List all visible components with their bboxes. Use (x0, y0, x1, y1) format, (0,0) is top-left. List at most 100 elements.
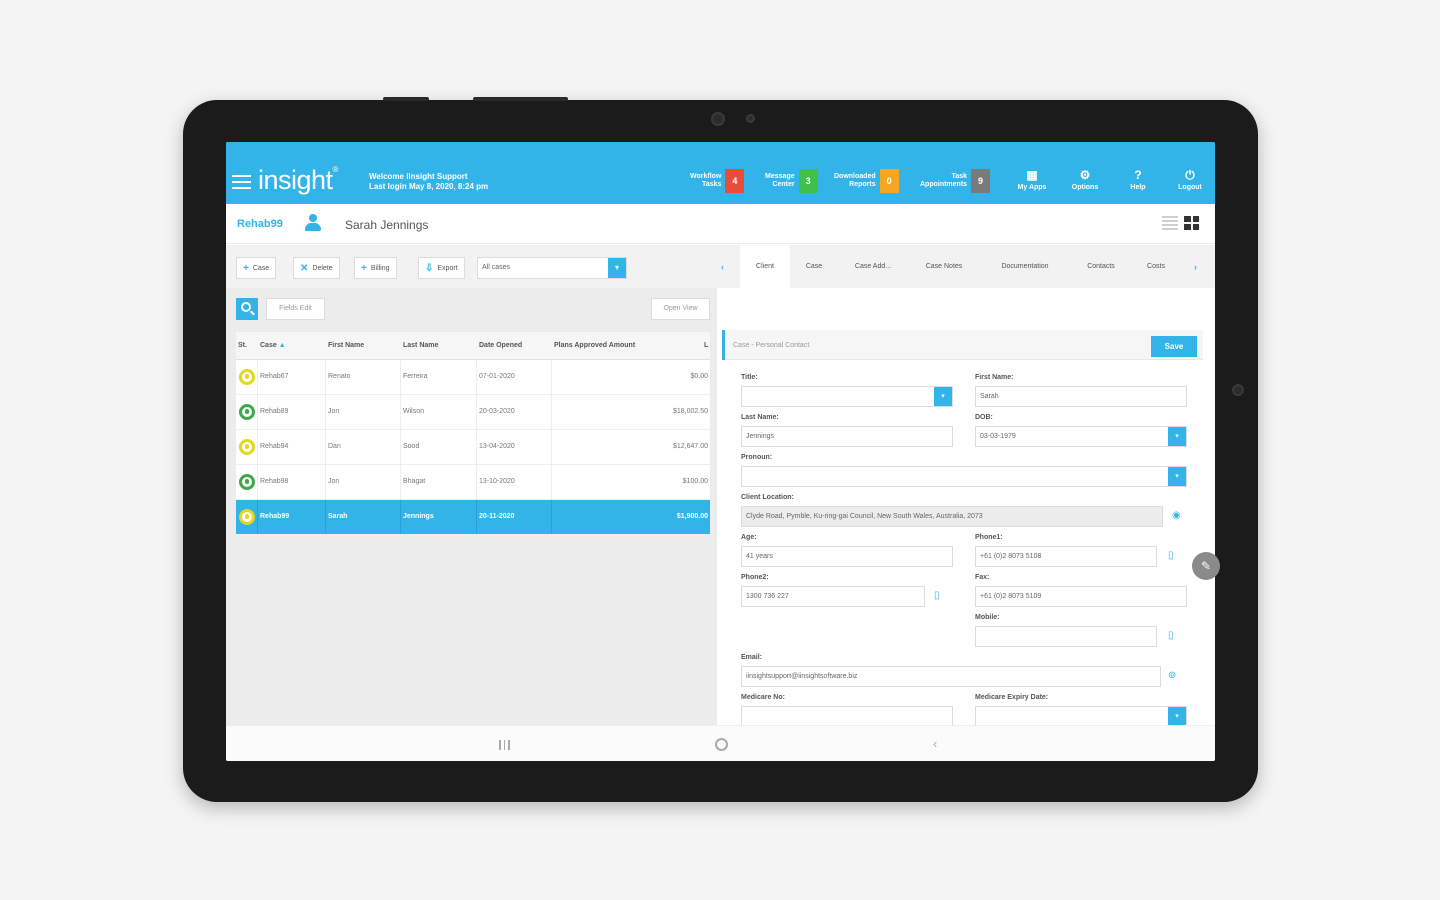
first-name-field[interactable]: Sarah (975, 386, 1187, 407)
fax-field[interactable]: +61 (0)2 8073 5109 (975, 586, 1187, 607)
pronoun-select[interactable]: ▾ (741, 466, 1187, 487)
column-date-opened[interactable]: Date Opened (479, 342, 523, 349)
status-lock-icon (239, 474, 255, 490)
chevron-down-icon: ▾ (1168, 427, 1186, 446)
export-button[interactable]: ⇩ Export (418, 257, 465, 279)
column-status[interactable]: St. (238, 342, 247, 349)
welcome-text: Welcome iInsight Support Last login May … (369, 172, 488, 192)
first-name-label: First Name: (975, 374, 1014, 381)
age-field: 41 years (741, 546, 953, 567)
age-label: Age: (741, 534, 757, 541)
cell-amount: $1,900.00 (676, 513, 708, 520)
save-button[interactable]: Save (1151, 336, 1197, 357)
recents-icon[interactable] (499, 740, 510, 750)
apps-icon: ▦ (1026, 168, 1038, 182)
client-detail-pane: Case - Personal Contact Save Title: ▾ Fi… (722, 288, 1215, 725)
title-select[interactable]: ▾ (741, 386, 953, 407)
pronoun-label: Pronoun: (741, 454, 773, 461)
downloaded-reports-counter[interactable]: Downloaded Reports 0 (834, 169, 899, 193)
medicare-no-field[interactable] (741, 706, 953, 725)
cell-date-opened: 20-03-2020 (479, 408, 515, 415)
counter-label: Message Center (765, 173, 795, 188)
phone-icon[interactable]: ▯ (1168, 630, 1174, 641)
dob-field[interactable]: 03-03-1979 ▾ (975, 426, 1187, 447)
tab-client[interactable]: Client (740, 245, 790, 288)
help-icon: ? (1134, 168, 1142, 182)
options-label: Options (1071, 184, 1099, 191)
email-field[interactable]: iinsightsupport@iinsightsoftware.biz (741, 666, 1161, 687)
cell-last-name: Ferreira (403, 373, 428, 380)
section-title: Case - Personal Contact (733, 342, 810, 349)
list-view-icon[interactable] (1162, 216, 1178, 230)
column-truncated[interactable]: L (704, 342, 709, 349)
button-label: Delete (312, 264, 333, 272)
current-case-id[interactable]: Rehab99 (237, 218, 283, 230)
column-last-name[interactable]: Last Name (403, 342, 439, 349)
cell-first-name: Sarah (328, 513, 348, 520)
fields-edit-button[interactable]: Fields Edit (266, 298, 325, 320)
column-first-name[interactable]: First Name (328, 342, 365, 349)
system-nav-bar: ‹ (226, 725, 1215, 761)
phone-icon[interactable]: ▯ (934, 590, 940, 601)
search-button[interactable] (236, 298, 258, 320)
phone2-field[interactable]: 1300 736 227 (741, 586, 925, 607)
table-row[interactable]: Rehab98 Jon Bhagat 13-10-2020 $100.00 (236, 465, 710, 500)
client-name: Sarah Jennings (345, 218, 429, 232)
button-label: Export (437, 264, 458, 272)
delete-button[interactable]: ✕ Delete (293, 257, 340, 279)
tab-contacts[interactable]: Contacts (1087, 263, 1115, 270)
plus-icon: + (243, 262, 249, 274)
back-icon[interactable]: ‹ (933, 736, 938, 751)
column-case[interactable]: Case ▲ (260, 342, 286, 349)
cell-first-name: Jon (328, 478, 340, 485)
column-plans-approved-amount[interactable]: Plans Approved Amount (554, 342, 636, 349)
cell-first-name: Jon (328, 408, 340, 415)
open-view-button[interactable]: Open View (651, 298, 710, 320)
cell-last-name: Wilson (403, 408, 425, 415)
message-center-counter[interactable]: Message Center 3 (765, 169, 818, 193)
tab-costs[interactable]: Costs (1147, 263, 1165, 270)
tab-prev-arrow-icon[interactable]: ‹ (721, 262, 724, 272)
tab-documentation[interactable]: Documentation (1001, 263, 1049, 270)
export-icon: ⇩ (425, 262, 434, 274)
sort-asc-icon: ▲ (278, 342, 286, 349)
workflow-tasks-counter[interactable]: Workflow Tasks 4 (690, 169, 745, 193)
phone1-field[interactable]: +61 (0)2 8073 5108 (975, 546, 1157, 567)
email-icon[interactable]: ⊚ (1168, 670, 1177, 681)
cell-first-name: Dan (328, 443, 341, 450)
hamburger-menu-icon[interactable] (232, 175, 251, 189)
tablet-frame: insight® Welcome iInsight Support Last l… (183, 97, 1258, 802)
add-case-button[interactable]: + Case (236, 257, 277, 279)
last-name-label: Last Name: (741, 414, 779, 421)
title-label: Title: (741, 374, 758, 381)
location-pin-icon[interactable]: ◉ (1172, 510, 1181, 521)
table-row[interactable]: Rehab94 Dan Sood 13-04-2020 $12,647.00 (236, 430, 710, 465)
task-appointments-counter[interactable]: Task Appointments 9 (920, 169, 991, 193)
medicare-expiry-field[interactable]: ▾ (975, 706, 1187, 725)
tab-case-notes[interactable]: Case Notes (925, 263, 963, 270)
case-filter-select[interactable]: All cases ▾ (477, 257, 627, 279)
last-name-field[interactable]: Jennings (741, 426, 953, 447)
table-row[interactable]: Rehab67 Renato Ferreira 07-01-2020 $0.00 (236, 360, 710, 395)
billing-button[interactable]: + Billing (354, 257, 397, 279)
table-row[interactable]: Rehab89 Jon Wilson 20-03-2020 $18,002.50 (236, 395, 710, 430)
tab-case[interactable]: Case (805, 263, 823, 270)
home-icon[interactable] (715, 738, 728, 751)
table-row-selected[interactable]: Rehab99 Sarah Jennings 20-11-2020 $1,900… (236, 500, 710, 535)
tab-next-arrow-icon[interactable]: › (1194, 262, 1197, 272)
cell-last-name: Sood (403, 443, 420, 450)
cell-last-name: Bhagat (403, 478, 426, 485)
cell-case: Rehab98 (260, 478, 289, 485)
mobile-field[interactable] (975, 626, 1157, 647)
phone-icon[interactable]: ▯ (1168, 550, 1174, 561)
logout-button[interactable]: ⏻ Logout (1169, 168, 1211, 191)
grid-view-icon[interactable] (1184, 216, 1199, 230)
client-location-field[interactable]: Clyde Road, Pymble, Ku-ring-gai Council,… (741, 506, 1163, 527)
email-label: Email: (741, 654, 763, 661)
options-button[interactable]: ⚙ Options (1064, 168, 1106, 191)
my-apps-button[interactable]: ▦ My Apps (1011, 168, 1053, 191)
help-button[interactable]: ? Help (1117, 168, 1159, 191)
tab-case-add[interactable]: Case Add... (854, 263, 892, 270)
cell-date-opened: 13-04-2020 (479, 443, 515, 450)
edit-pencil-icon[interactable]: ✎ (1192, 552, 1220, 580)
